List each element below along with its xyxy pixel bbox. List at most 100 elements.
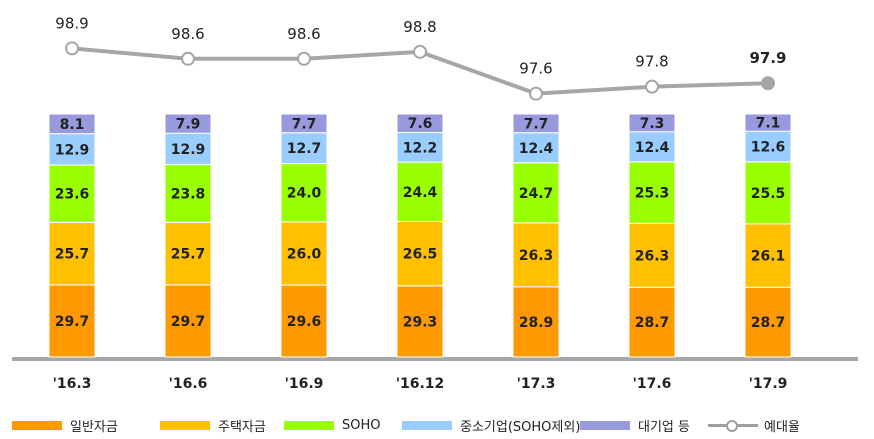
legend-label: 일반자금	[70, 419, 118, 435]
bar-value-label: 25.5	[751, 186, 786, 202]
bar-segment	[280, 132, 328, 165]
bar-segment	[744, 223, 792, 288]
legend: 일반자금 주택자금 SOHO 중소기업(SOHO제외) 대기업 등 예대율	[0, 414, 874, 436]
line-point	[761, 76, 775, 91]
bar-value-label: 7.7	[524, 116, 549, 132]
legend-label: 예대율	[764, 419, 800, 435]
bar-segment	[628, 161, 676, 224]
bar-value-label: 12.9	[55, 142, 90, 158]
legend-label: 대기업 등	[638, 419, 690, 435]
bar-value-label: 25.7	[55, 247, 90, 263]
legend-label: 주택자금	[218, 419, 266, 435]
legend-label: 중소기업(SOHO제외)	[460, 419, 581, 435]
legend-label: SOHO	[342, 417, 381, 433]
bar-value-label: 12.4	[519, 141, 554, 157]
bar-value-label: 7.7	[292, 116, 317, 132]
bar-value-label: 8.1	[60, 117, 85, 133]
line-point	[413, 44, 427, 59]
bar-value-label: 23.6	[55, 187, 90, 203]
bar-segment	[512, 222, 560, 288]
line-value-label: 97.6	[519, 60, 552, 78]
bar-value-label: 25.3	[635, 186, 670, 202]
line-value-label: 97.8	[635, 53, 668, 71]
bar-value-label: 29.7	[55, 314, 90, 330]
ratio-line: 98.9 98.6 98.6 98.8 97.6 97.8 97.9	[55, 14, 787, 101]
bar-value-label: 28.7	[751, 315, 786, 331]
bar-segment	[48, 284, 96, 358]
legend-item: SOHO	[284, 414, 381, 436]
bar-value-label: 24.4	[403, 185, 438, 201]
bar-value-label: 24.7	[519, 186, 554, 202]
bar-value-label: 29.6	[287, 314, 322, 330]
bar-value-label: 24.0	[287, 186, 322, 202]
category-tick-label: '16.6	[169, 376, 208, 392]
bar-value-label: 23.8	[171, 186, 206, 202]
bar-value-label: 12.2	[403, 140, 438, 156]
bar-value-label: 28.9	[519, 315, 554, 331]
bar-value-label: 29.3	[403, 314, 438, 330]
bar-segment	[164, 113, 212, 134]
line-value-label: 98.8	[403, 18, 436, 36]
bar-segment	[396, 131, 444, 163]
category-tick-label: '16.12	[396, 376, 445, 392]
category-labels: '16.3 '16.6 '16.9 '16.12 '17.3 '17.6 '17.9	[53, 376, 788, 392]
category-tick-label: '17.3	[517, 376, 556, 392]
category-tick-label: '16.9	[285, 376, 324, 392]
legend-swatch	[284, 420, 334, 430]
bar-value-label: 7.6	[408, 116, 433, 132]
bar-segment	[164, 284, 212, 358]
legend-swatch	[402, 420, 452, 430]
bar-value-label: 12.4	[635, 140, 670, 156]
bar-segment	[164, 132, 212, 166]
bar-segment	[744, 286, 792, 358]
bar-stacks: 29.7 25.7 23.6 12.9 8.1 29.7 25.7 23.8 12.9 7.9 29…	[48, 113, 792, 358]
bar-value-label: 26.5	[403, 247, 438, 263]
line-point	[181, 51, 195, 66]
legend-item: 중소기업(SOHO제외)	[402, 414, 580, 436]
bar-value-label: 12.6	[751, 140, 786, 156]
line-value-label: 98.6	[171, 25, 204, 43]
bar-value-label: 26.3	[519, 248, 554, 264]
legend-swatch	[160, 420, 210, 430]
bar-segment	[48, 221, 96, 286]
bar-value-label: 26.0	[287, 246, 322, 262]
legend-item: 일반자금	[12, 414, 118, 436]
bar-segment	[628, 113, 676, 133]
legend-item: 예대율	[708, 414, 800, 436]
bar-segment	[48, 133, 96, 166]
legend-swatch	[12, 420, 62, 430]
legend-item: 주택자금	[160, 414, 266, 436]
bar-segment	[744, 161, 792, 225]
bar-segment	[280, 163, 328, 223]
legend-item: 대기업 등	[580, 414, 690, 436]
bar-segment	[48, 113, 96, 135]
bar-segment	[512, 286, 560, 358]
line-point	[297, 51, 311, 66]
bar-value-label: 12.9	[171, 142, 206, 158]
bar-segment	[164, 221, 212, 286]
line-value-label: 97.9	[749, 49, 786, 67]
bar-segment	[512, 113, 560, 134]
line-value-label: 98.6	[287, 25, 320, 43]
bar-value-label: 29.7	[171, 314, 206, 330]
bar-segment	[280, 284, 328, 358]
category-tick-label: '17.6	[633, 376, 672, 392]
line-point	[529, 86, 543, 101]
legend-swatch	[580, 420, 630, 430]
bar-value-label: 26.3	[635, 248, 670, 264]
bar-value-label: 28.7	[635, 315, 670, 331]
category-tick-label: '16.3	[53, 376, 92, 392]
bar-segment	[396, 113, 444, 133]
bar-value-label: 7.3	[640, 116, 665, 132]
legend-line-marker	[708, 419, 758, 432]
bar-value-label: 12.7	[287, 141, 322, 157]
bar-segment	[396, 285, 444, 358]
line-value-label: 98.9	[55, 14, 88, 32]
line-point	[65, 41, 79, 56]
bar-segment	[280, 221, 328, 286]
bar-segment	[280, 113, 328, 134]
bar-segment	[744, 130, 792, 163]
bar-segment	[164, 164, 212, 223]
line-point	[645, 79, 659, 94]
